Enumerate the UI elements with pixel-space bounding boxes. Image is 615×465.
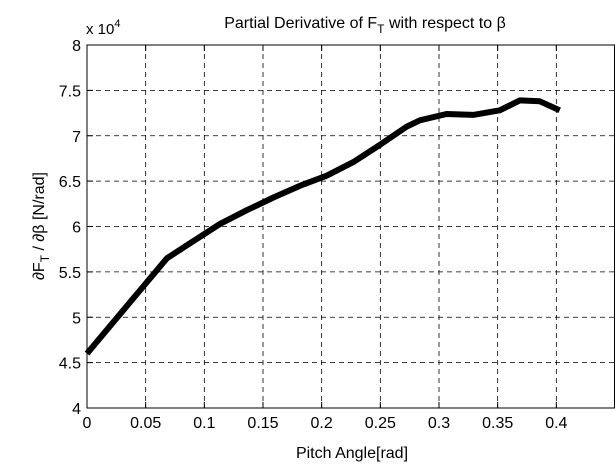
y-tick-label: 7	[72, 129, 81, 146]
x-tick-label: 0.25	[365, 415, 396, 432]
x-tick-label: 0.2	[311, 415, 333, 432]
chart-title: Partial Derivative of FT with respect to…	[224, 15, 506, 36]
x-tick-label: 0	[83, 415, 92, 432]
y-axis-label-sub: T	[38, 254, 52, 262]
y-exponent-base: x 10	[86, 21, 114, 38]
grid	[87, 45, 615, 408]
x-tick-labels: 0 0.05 0.1 0.15 0.2 0.25 0.3 0.35 0.4	[83, 415, 568, 432]
x-tick-label: 0.35	[482, 415, 513, 432]
y-tick-label: 7.5	[59, 83, 81, 100]
y-axis-label-rest: / ∂β [N/rad]	[31, 172, 48, 255]
ticks	[86, 44, 557, 409]
y-tick-label: 5	[72, 310, 81, 327]
chart-title-var: F	[367, 15, 377, 32]
y-tick-label: 6	[72, 220, 81, 237]
x-tick-label: 0.05	[130, 415, 161, 432]
chart-title-sub: T	[377, 22, 385, 36]
x-tick-label: 0.15	[247, 415, 278, 432]
y-axis-label-partial: ∂F	[31, 262, 48, 280]
y-tick-labels: 4 4.5 5 5.5 6 6.5 7 7.5 8	[59, 38, 81, 418]
y-tick-label: 6.5	[59, 174, 81, 191]
y-tick-label: 4	[72, 401, 81, 418]
y-tick-label: 4.5	[59, 356, 81, 373]
chart-title-prefix: Partial Derivative of	[224, 15, 367, 32]
y-tick-label: 8	[72, 38, 81, 55]
series-layer	[84, 97, 561, 356]
x-tick-label: 0.4	[545, 415, 567, 432]
chart-title-suffix: with respect to β	[385, 15, 506, 32]
series-line	[84, 97, 561, 356]
x-axis-label: Pitch Angle[rad]	[296, 445, 408, 462]
x-tick-label: 0.3	[428, 415, 450, 432]
x-tick-label: 0.1	[193, 415, 215, 432]
y-tick-label: 5.5	[59, 265, 81, 282]
y-axis-label: ∂FT / ∂β [N/rad]	[31, 172, 52, 280]
y-exponent-label: x 104	[86, 18, 120, 38]
y-exponent-power: 4	[114, 18, 120, 30]
